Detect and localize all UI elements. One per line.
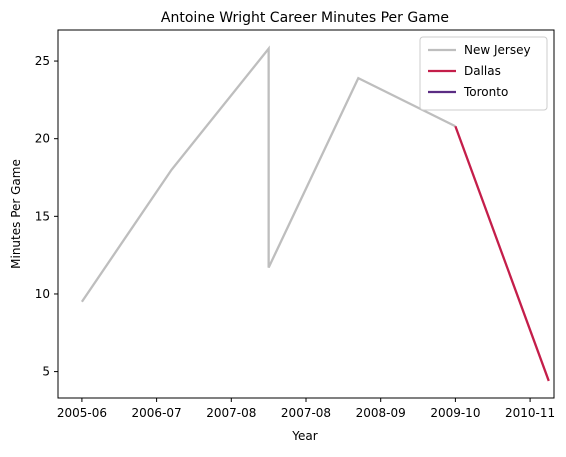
series-line-new-jersey [80, 45, 456, 303]
x-tick-label: 2005-06 [57, 406, 107, 420]
y-tick-label: 10 [35, 287, 50, 301]
axes-layer: 2005-06 2006-07 2007-08 2007-08 2008-09 2009-… [35, 54, 555, 420]
plot-layer [80, 45, 550, 382]
legend-label-toronto: Toronto [463, 85, 508, 99]
legend-label-dallas: Dallas [464, 64, 501, 78]
x-axis-label: Year [291, 429, 317, 443]
x-tick-label: 2006-07 [132, 406, 182, 420]
y-tick-label: 20 [35, 132, 50, 146]
x-tick-label: 2008-09 [356, 406, 406, 420]
x-tick-label: 2010-11 [505, 406, 555, 420]
x-tick-label: 2009-10 [430, 406, 480, 420]
y-tick-label: 25 [35, 54, 50, 68]
x-tick-label: 2007-08 [281, 406, 331, 420]
series-line-dallas [454, 125, 550, 382]
y-tick-label: 5 [42, 365, 50, 379]
legend-label-new-jersey: New Jersey [464, 43, 531, 57]
legend: New Jersey Dallas Toronto [419, 36, 548, 111]
y-tick-label: 15 [35, 209, 50, 223]
chart-title: Antoine Wright Career Minutes Per Game [161, 10, 449, 26]
x-tick-label: 2007-08 [206, 406, 256, 420]
y-axis-label: Minutes Per Game [9, 159, 23, 269]
